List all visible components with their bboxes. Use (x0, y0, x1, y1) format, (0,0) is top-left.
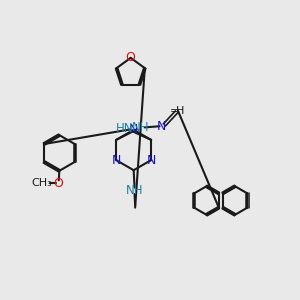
Text: HN: HN (116, 122, 134, 134)
Text: N: N (146, 154, 156, 166)
Text: O: O (126, 51, 136, 64)
Text: N: N (157, 120, 167, 133)
Text: CH₃: CH₃ (32, 178, 52, 188)
Text: N: N (112, 154, 121, 166)
Text: N: N (129, 123, 138, 136)
Text: H: H (176, 106, 184, 116)
Text: =: = (170, 106, 180, 116)
Text: NH: NH (126, 184, 143, 197)
Text: O: O (53, 177, 63, 190)
Text: NH: NH (132, 121, 149, 134)
